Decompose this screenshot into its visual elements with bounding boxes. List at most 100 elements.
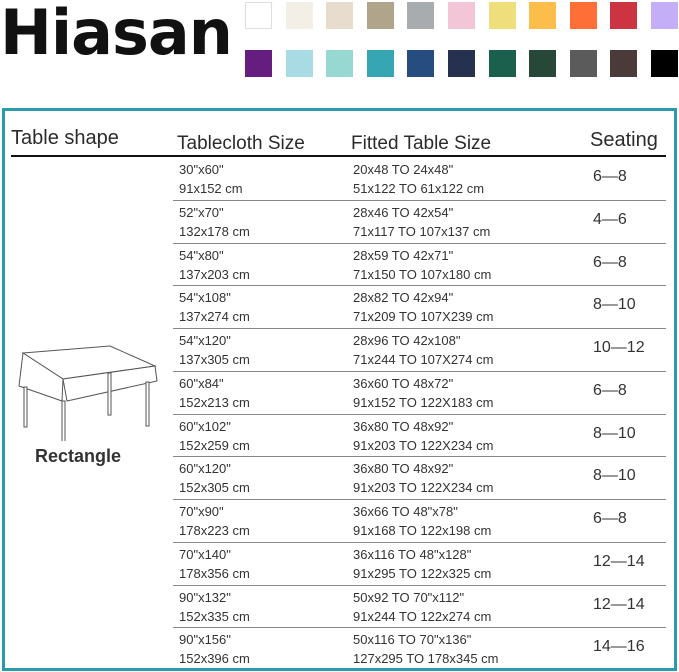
color-swatch[interactable] [326,50,354,77]
color-swatch[interactable] [407,2,435,29]
fitted-cm: 51x122 TO 61x122 cm [353,181,485,196]
table-row: 60"x102" 152x259 cm 36x80 TO 48x92" 91x203… [173,415,666,458]
fitted-inches: 50x116 TO 70"x136" [353,632,472,648]
seating: 6—8 [593,253,627,271]
color-swatch[interactable] [488,50,516,77]
color-swatch[interactable] [285,50,313,77]
tablecloth-cm: 132x178 cm [179,223,250,239]
color-swatch[interactable] [407,50,435,77]
tablecloth-cm: 137x274 cm [179,309,250,325]
fitted-cm: 91x152 TO 122X183 cm [353,394,494,410]
fitted-inches: 36x66 TO 48"x78" [353,504,458,519]
color-swatch[interactable] [285,2,313,29]
color-swatch[interactable] [488,2,516,29]
tablecloth-cm: 152x396 cm [179,651,250,667]
table-row: 70"x140" 178x356 cm 36x116 TO 48"x128" 91x… [173,543,666,586]
tablecloth-cm: 178x356 cm [179,565,250,581]
header-seating: Seating [590,129,658,151]
color-swatch[interactable] [448,2,475,29]
tablecloth-cm: 137x305 cm [179,352,250,367]
fitted-cm: 71x209 TO 107X239 cm [353,309,494,325]
fitted-cm: 91x295 TO 122x325 cm [353,565,492,581]
tablecloth-cm: 152x335 cm [179,608,250,624]
seating: 10—12 [593,339,645,356]
fitted-cm: 71x244 TO 107X274 cm [353,352,494,367]
tablecloth-inches: 54"x120" [179,333,231,348]
color-swatch[interactable] [651,2,678,29]
fitted-inches: 36x80 TO 48x92" [353,461,454,477]
rectangle-table-icon [18,345,158,441]
table-row: 60"x120" 152x305 cm 36x80 TO 48x92" 91x203… [173,457,666,500]
fitted-inches: 36x60 TO 48x72" [353,375,454,391]
color-swatch[interactable] [569,2,597,29]
table-row: 54"x80" 137x203 cm 28x59 TO 42x71" 71x150 … [173,244,666,287]
fitted-cm: 71x117 TO 107x137 cm [353,223,491,239]
fitted-inches: 36x116 TO 48"x128" [353,546,472,562]
table-row: 30"x60" 91x152 cm 20x48 TO 24x48" 51x122 T… [173,158,666,201]
fitted-inches: 28x46 TO 42x54" [353,204,454,220]
fitted-cm: 91x244 TO 122x274 cm [353,608,492,624]
tablecloth-inches: 30"x60" [179,162,224,177]
size-chart: Table shape Tablecloth Size Fitted Table… [2,108,677,671]
color-swatch[interactable] [326,2,354,29]
color-swatch[interactable] [366,2,394,29]
seating: 4—6 [593,210,627,228]
fitted-cm: 91x168 TO 122x198 cm [353,523,492,538]
seating: 14—16 [593,638,645,656]
tablecloth-inches: 54"x80" [179,247,224,263]
fitted-inches: 28x82 TO 42x94" [353,290,454,306]
fitted-inches: 28x96 TO 42x108" [353,333,461,348]
tablecloth-inches: 70"x90" [179,504,224,519]
tablecloth-inches: 90"x132" [179,589,231,605]
seating: 8—10 [593,424,636,442]
tablecloth-inches: 60"x84" [179,375,224,391]
color-swatch[interactable] [610,2,638,29]
fitted-inches: 50x92 TO 70"x112" [353,589,465,605]
color-swatch[interactable] [569,50,597,77]
header-divider [11,155,666,157]
seating: 8—10 [593,467,636,485]
shape-label: Rectangle [35,446,122,466]
header-tablecloth-size: Tablecloth Size [177,133,305,154]
tablecloth-inches: 54"x108" [179,290,231,306]
fitted-inches: 20x48 TO 24x48" [353,162,454,177]
size-rows: 30"x60" 91x152 cm 20x48 TO 24x48" 51x122 T… [173,158,666,671]
tablecloth-cm: 91x152 cm [179,181,243,196]
seating: 8—10 [593,296,636,314]
tablecloth-cm: 178x223 cm [179,523,250,538]
color-swatch[interactable] [529,50,557,77]
fitted-inches: 28x59 TO 42x71" [353,247,454,263]
seating: 12—14 [593,552,645,570]
tablecloth-inches: 60"x120" [179,461,231,477]
color-swatch[interactable] [651,50,678,77]
color-swatch[interactable] [366,50,394,77]
seating: 12—14 [593,595,645,613]
tablecloth-inches: 52"x70" [179,204,224,220]
table-row: 70"x90" 178x223 cm 36x66 TO 48"x78" 91x168… [173,500,666,543]
tablecloth-cm: 137x203 cm [179,266,250,282]
table-row: 52"x70" 132x178 cm 28x46 TO 42x54" 71x117 … [173,201,666,244]
table-row: 90"x132" 152x335 cm 50x92 TO 70"x112" 91x2… [173,586,666,629]
fitted-cm: 127x295 TO 178x345 cm [353,651,499,667]
tablecloth-inches: 90"x156" [179,632,231,648]
header-fitted-size: Fitted Table Size [351,133,492,154]
brand-logo: Hiasan [0,0,233,69]
color-swatch[interactable] [245,2,272,29]
color-swatch[interactable] [610,50,638,77]
seating: 6—8 [593,381,627,399]
seating: 6—8 [593,510,627,527]
color-swatch[interactable] [448,50,475,77]
fitted-cm: 91x203 TO 122X234 cm [353,480,494,496]
table-row: 90"x156" 152x396 cm 50x116 TO 70"x136" 127… [173,628,666,671]
table-row: 60"x84" 152x213 cm 36x60 TO 48x72" 91x152 … [173,372,666,415]
table-row: 54"x120" 137x305 cm 28x96 TO 42x108" 71x24… [173,329,666,372]
tablecloth-cm: 152x213 cm [179,394,250,410]
seating: 6—8 [593,168,627,185]
tablecloth-inches: 70"x140" [179,546,231,562]
fitted-cm: 91x203 TO 122X234 cm [353,437,494,453]
color-swatch[interactable] [245,50,272,77]
fitted-inches: 36x80 TO 48x92" [353,418,454,434]
tablecloth-cm: 152x305 cm [179,480,250,496]
tablecloth-inches: 60"x102" [179,418,231,434]
color-swatch[interactable] [529,2,557,29]
